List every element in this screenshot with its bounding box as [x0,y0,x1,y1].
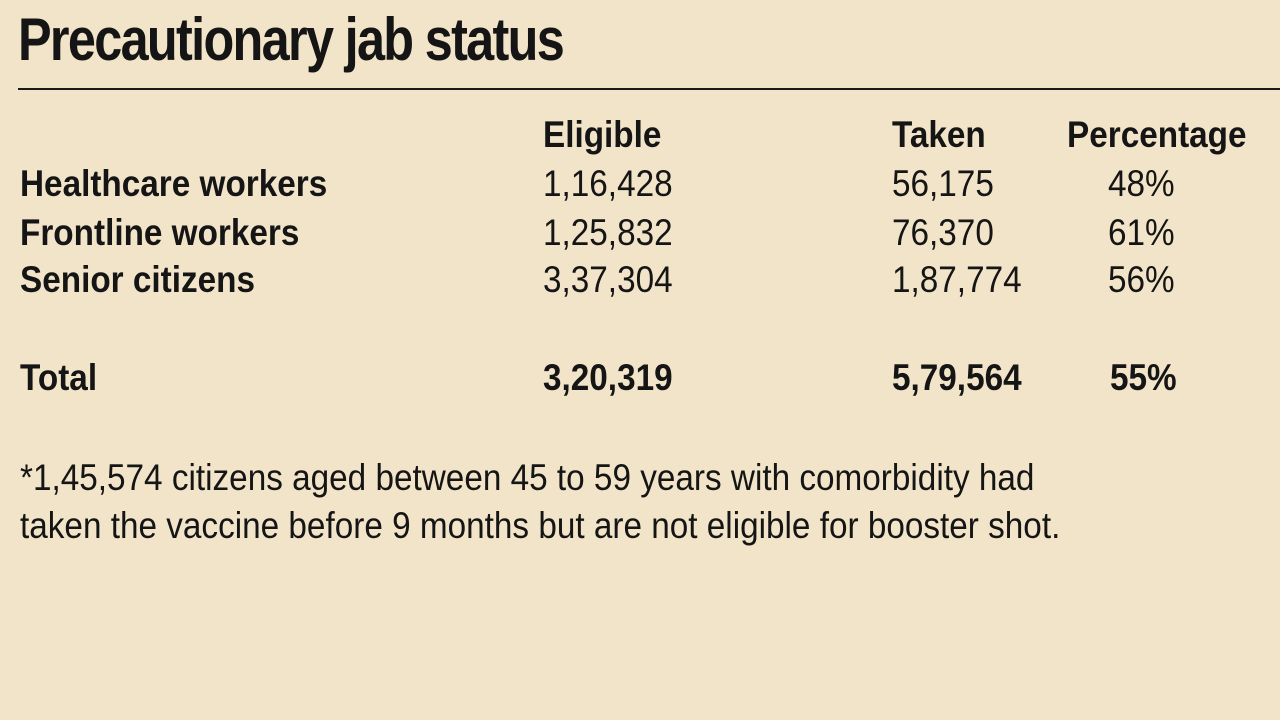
row-percentage-healthcare-workers: 48% [1108,163,1175,204]
row-taken-senior-citizens: 1,87,774 [892,259,1022,300]
header-taken: Taken [892,114,986,155]
header-percentage: Percentage [1067,114,1247,155]
row-label-senior-citizens: Senior citizens [20,259,256,300]
row-taken-frontline-workers: 76,370 [892,212,994,253]
total-percentage: 55% [1110,357,1177,398]
title-rule [18,88,1280,90]
row-percentage-senior-citizens: 56% [1108,259,1175,300]
row-eligible-senior-citizens: 3,37,304 [543,259,673,300]
row-percentage-frontline-workers: 61% [1108,212,1175,253]
header-eligible: Eligible [543,114,662,155]
footnote-line-2: taken the vaccine before 9 months but ar… [20,505,1061,546]
row-taken-healthcare-workers: 56,175 [892,163,994,204]
row-label-healthcare-workers: Healthcare workers [20,163,328,204]
total-eligible: 3,20,319 [543,357,673,398]
row-eligible-healthcare-workers: 1,16,428 [543,163,673,204]
chart-title: Precautionary jab status [18,6,565,73]
footnote: *1,45,574 citizens aged between 45 to 59… [20,454,1145,550]
row-eligible-frontline-workers: 1,25,832 [543,212,673,253]
total-label: Total [20,357,98,398]
total-taken: 5,79,564 [892,357,1022,398]
row-label-frontline-workers: Frontline workers [20,212,300,253]
footnote-line-1: *1,45,574 citizens aged between 45 to 59… [20,457,1035,498]
